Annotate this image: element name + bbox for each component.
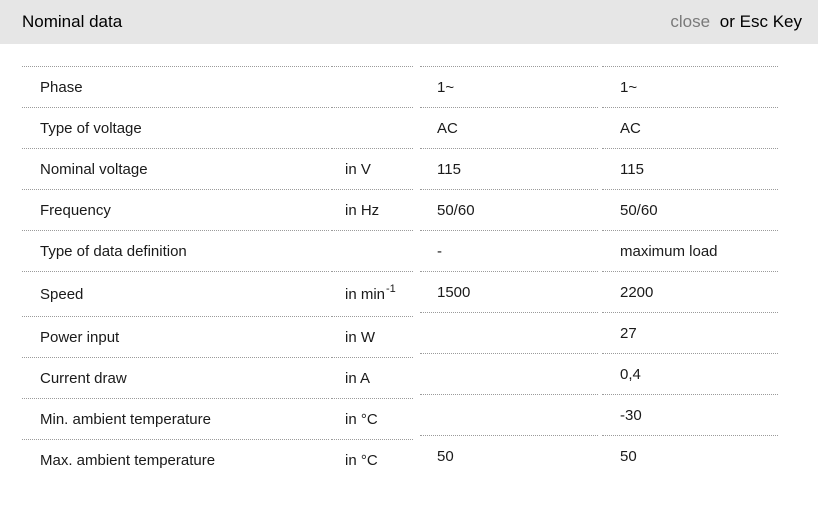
unit-text: in °C	[345, 410, 378, 428]
nominal-data-table: Phase Type of voltage Nominal voltage in…	[0, 66, 818, 480]
unit-text: in A	[345, 369, 371, 387]
param-label: Min. ambient temperature	[22, 398, 329, 439]
param-label: Phase	[22, 66, 329, 107]
table-row: 115 115	[420, 148, 778, 189]
unit-superscript: -1	[386, 283, 396, 295]
param-label: Nominal voltage	[22, 148, 329, 189]
table-row: Min. ambient temperature in °C	[22, 398, 413, 439]
table-row: -30	[420, 394, 778, 435]
unit-text: in V	[345, 160, 371, 178]
param-unit: in Hz	[331, 189, 413, 230]
value-col2: 0,4	[602, 353, 778, 394]
value-col1: -	[420, 230, 598, 271]
param-label: Speed	[22, 271, 329, 316]
table-row: Frequency in Hz	[22, 189, 413, 230]
table-row: Speed in min -1	[22, 271, 413, 316]
value-col2: AC	[602, 107, 778, 148]
table-row: Type of data definition	[22, 230, 413, 271]
unit-text: in W	[345, 328, 375, 346]
value-col1	[420, 394, 598, 435]
table-row: Nominal voltage in V	[22, 148, 413, 189]
modal-title: Nominal data	[22, 12, 123, 31]
value-col2: 27	[602, 312, 778, 353]
table-row: 50 50	[420, 435, 778, 476]
unit-text: in Hz	[345, 201, 380, 219]
value-col2: maximum load	[602, 230, 778, 271]
value-col1: 1~	[420, 66, 598, 107]
table-row: 27	[420, 312, 778, 353]
table-row: Power input in W	[22, 316, 413, 357]
value-col2: -30	[602, 394, 778, 435]
param-unit: in °C	[331, 398, 413, 439]
close-link[interactable]: close	[670, 12, 711, 31]
value-col1: 1500	[420, 271, 598, 312]
param-unit: in A	[331, 357, 413, 398]
value-col1: 50/60	[420, 189, 598, 230]
param-unit	[331, 107, 413, 148]
unit-text: in °C	[345, 451, 378, 469]
param-unit: in V	[331, 148, 413, 189]
param-unit: in min -1	[331, 271, 413, 316]
param-unit	[331, 230, 413, 271]
value-col2: 115	[602, 148, 778, 189]
table-row: 1~ 1~	[420, 66, 778, 107]
table-row: 0,4	[420, 353, 778, 394]
table-row: - maximum load	[420, 230, 778, 271]
parameter-column-table: Phase Type of voltage Nominal voltage in…	[22, 66, 413, 480]
value-col1: 50	[420, 435, 598, 476]
table-row: AC AC	[420, 107, 778, 148]
param-label: Current draw	[22, 357, 329, 398]
value-col1	[420, 353, 598, 394]
table-row: 1500 2200	[420, 271, 778, 312]
table-row: Max. ambient temperature in °C	[22, 439, 413, 480]
value-col1: AC	[420, 107, 598, 148]
param-unit: in W	[331, 316, 413, 357]
param-label: Frequency	[22, 189, 329, 230]
table-row: Phase	[22, 66, 413, 107]
value-col2: 1~	[602, 66, 778, 107]
table-row: Type of voltage	[22, 107, 413, 148]
table-row: 50/60 50/60	[420, 189, 778, 230]
value-col1: 115	[420, 148, 598, 189]
modal-header: Nominal data close or Esc Key	[0, 0, 818, 44]
values-column-table: 1~ 1~ AC AC 115 115 50/60 50/60 - maximu…	[420, 66, 778, 476]
param-label: Max. ambient temperature	[22, 439, 329, 480]
value-col2: 50	[602, 435, 778, 476]
param-unit	[331, 66, 413, 107]
value-col2: 50/60	[602, 189, 778, 230]
close-controls: close or Esc Key	[670, 12, 802, 32]
table-row: Current draw in A	[22, 357, 413, 398]
param-unit: in °C	[331, 439, 413, 480]
esc-key-hint: or Esc Key	[719, 12, 802, 31]
param-label: Type of voltage	[22, 107, 329, 148]
param-label: Power input	[22, 316, 329, 357]
param-label: Type of data definition	[22, 230, 329, 271]
unit-text: in min	[345, 285, 386, 303]
value-col1	[420, 312, 598, 353]
value-col2: 2200	[602, 271, 778, 312]
